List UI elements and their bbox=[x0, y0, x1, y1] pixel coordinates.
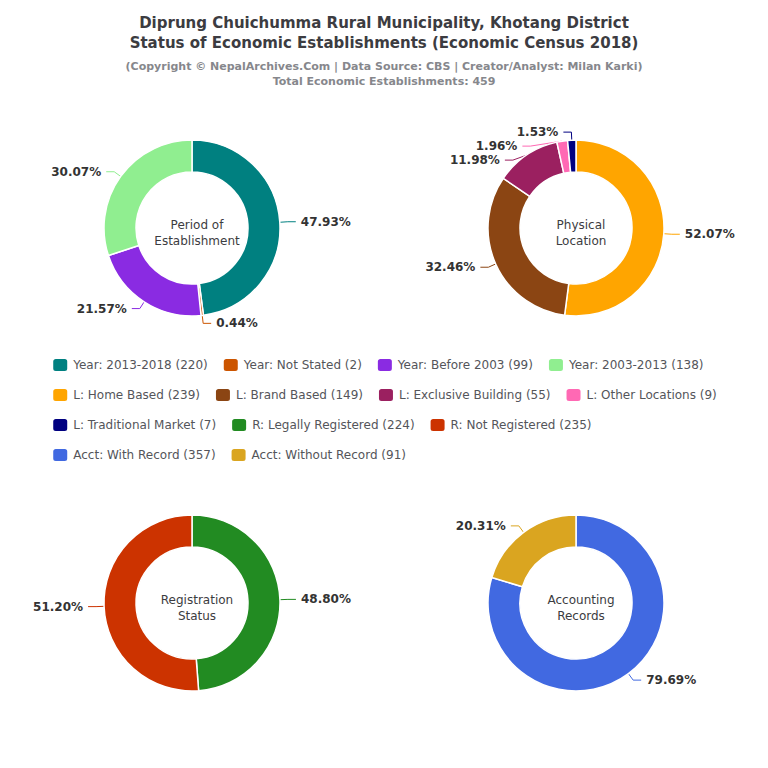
svg-text:52.07%: 52.07% bbox=[685, 227, 735, 241]
svg-text:48.80%: 48.80% bbox=[301, 592, 351, 606]
svg-text:Status of Economic Establishme: Status of Economic Establishments (Econo… bbox=[130, 34, 639, 52]
svg-text:L: Home Based (239): L: Home Based (239) bbox=[73, 388, 200, 402]
svg-text:Year: Before 2003 (99): Year: Before 2003 (99) bbox=[397, 358, 533, 372]
svg-text:R: Not Registered (235): R: Not Registered (235) bbox=[451, 418, 592, 432]
svg-text:Acct: With Record (357): Acct: With Record (357) bbox=[73, 448, 215, 462]
svg-text:Year: 2003-2013 (138): Year: 2003-2013 (138) bbox=[568, 358, 704, 372]
svg-text:Location: Location bbox=[556, 234, 607, 248]
svg-text:Registration: Registration bbox=[161, 593, 233, 607]
svg-text:1.96%: 1.96% bbox=[476, 139, 518, 153]
svg-text:L: Traditional Market (7): L: Traditional Market (7) bbox=[73, 418, 216, 432]
svg-text:Period of: Period of bbox=[171, 218, 225, 232]
svg-text:11.98%: 11.98% bbox=[450, 153, 500, 167]
svg-text:Records: Records bbox=[557, 609, 605, 623]
svg-text:0.44%: 0.44% bbox=[216, 316, 258, 330]
svg-text:L: Brand Based (149): L: Brand Based (149) bbox=[236, 388, 363, 402]
svg-text:Year: Not Stated (2): Year: Not Stated (2) bbox=[243, 358, 362, 372]
svg-text:Establishment: Establishment bbox=[154, 234, 240, 248]
svg-text:Physical: Physical bbox=[557, 218, 606, 232]
svg-text:51.20%: 51.20% bbox=[33, 600, 83, 614]
svg-text:21.57%: 21.57% bbox=[77, 302, 127, 316]
svg-text:1.53%: 1.53% bbox=[517, 125, 559, 139]
svg-text:Total Economic Establishments:: Total Economic Establishments: 459 bbox=[273, 75, 496, 88]
svg-text:79.69%: 79.69% bbox=[646, 673, 696, 687]
svg-text:30.07%: 30.07% bbox=[51, 165, 101, 179]
svg-text:Acct: Without Record (91): Acct: Without Record (91) bbox=[252, 448, 406, 462]
svg-text:32.46%: 32.46% bbox=[425, 260, 475, 274]
svg-text:Status: Status bbox=[178, 609, 216, 623]
svg-text:L: Other Locations (9): L: Other Locations (9) bbox=[587, 388, 717, 402]
svg-text:R: Legally Registered (224): R: Legally Registered (224) bbox=[252, 418, 414, 432]
svg-text:(Copyright © NepalArchives.Com: (Copyright © NepalArchives.Com | Data So… bbox=[126, 60, 643, 73]
svg-text:47.93%: 47.93% bbox=[301, 215, 351, 229]
svg-text:L: Exclusive Building (55): L: Exclusive Building (55) bbox=[399, 388, 551, 402]
svg-text:Accounting: Accounting bbox=[547, 593, 614, 607]
svg-text:Year: 2013-2018 (220): Year: 2013-2018 (220) bbox=[72, 358, 208, 372]
svg-text:Diprung Chuichumma Rural Munic: Diprung Chuichumma Rural Municipality, K… bbox=[139, 14, 629, 32]
svg-text:20.31%: 20.31% bbox=[456, 519, 506, 533]
